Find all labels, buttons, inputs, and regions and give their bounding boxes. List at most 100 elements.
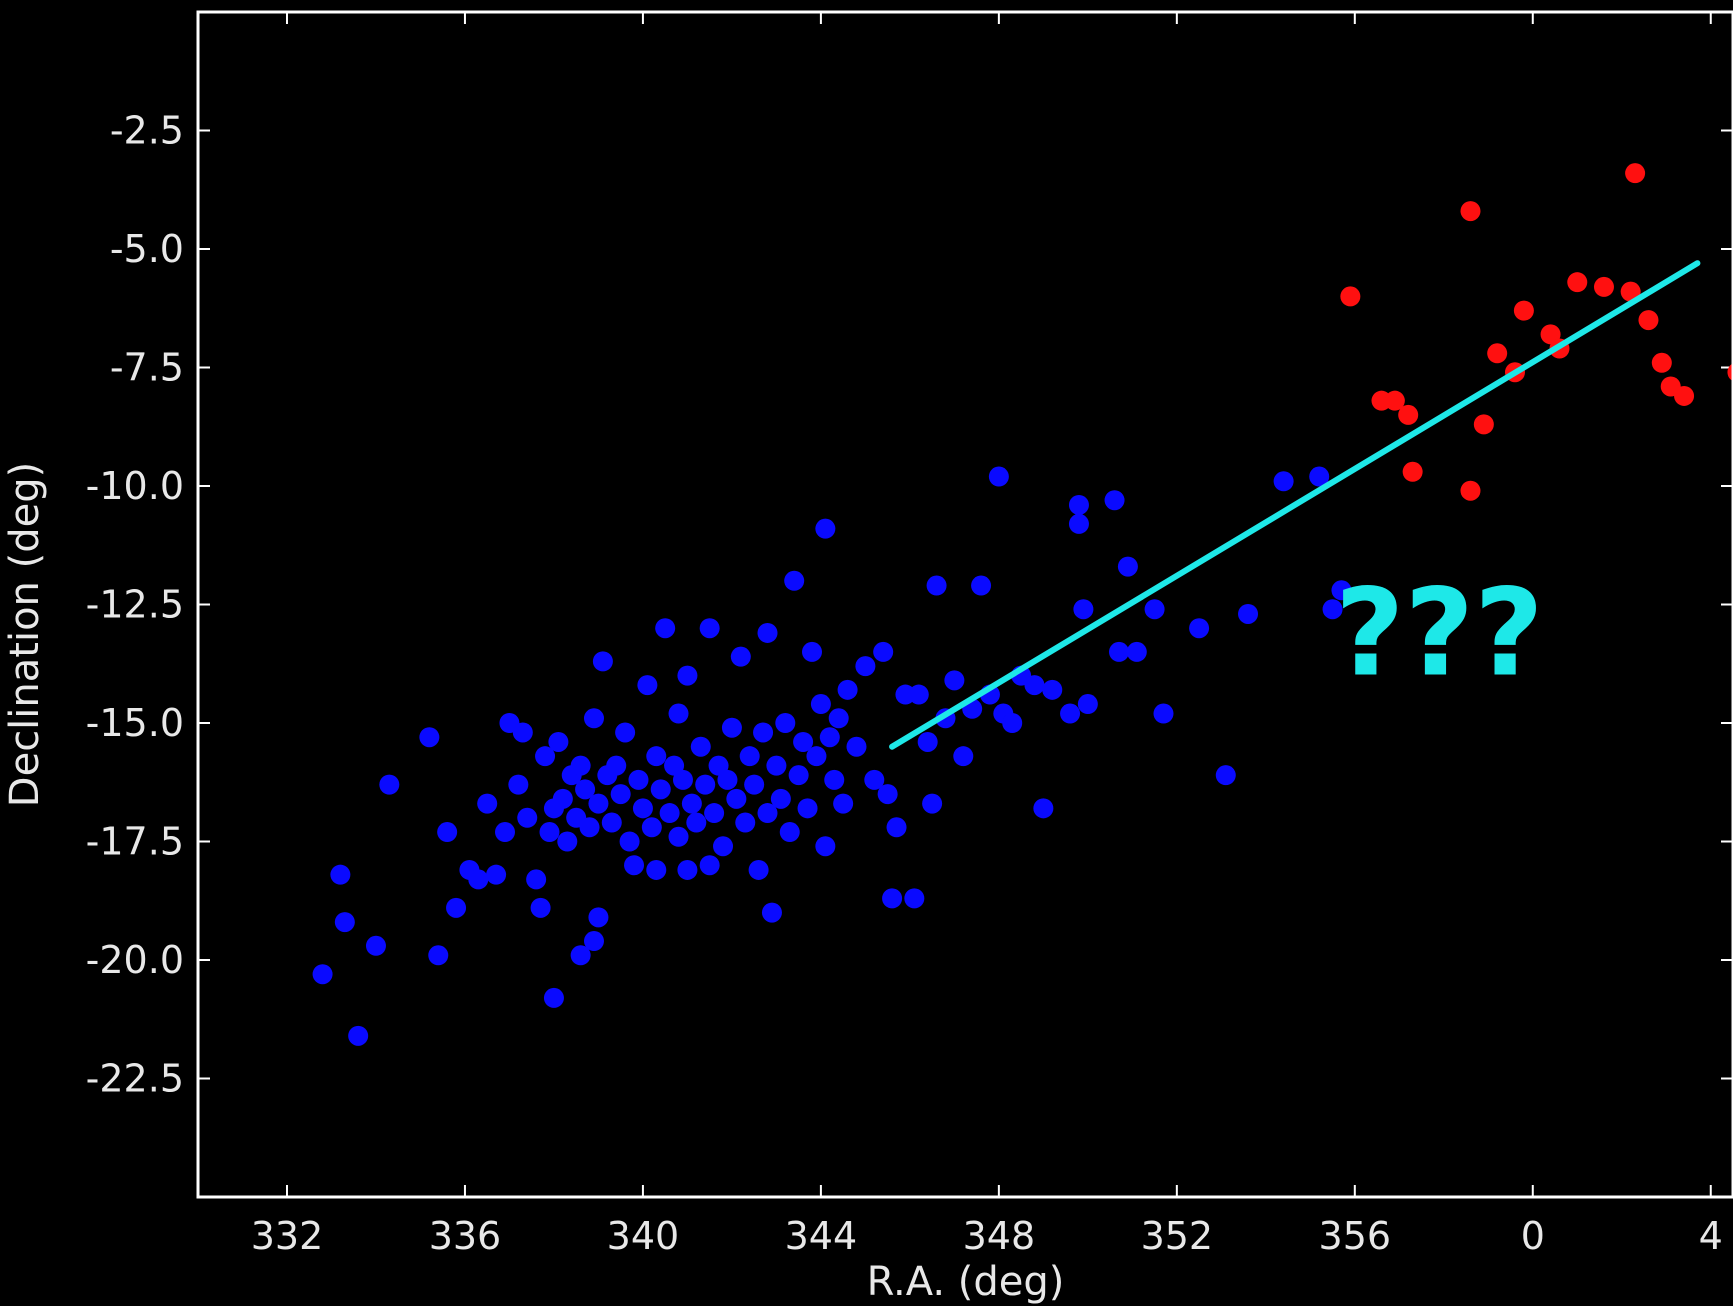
blue-point	[1126, 641, 1147, 662]
blue-point	[944, 670, 965, 691]
y-tick-label: -12.5	[86, 583, 184, 627]
red-point	[1540, 324, 1561, 345]
red-point	[1567, 272, 1588, 293]
blue-point	[1060, 703, 1081, 724]
blue-point	[543, 987, 564, 1008]
blue-point	[806, 746, 827, 767]
blue-point	[686, 812, 707, 833]
blue-point	[535, 746, 556, 767]
blue-point	[579, 817, 600, 838]
blue-point	[606, 755, 627, 776]
blue-point	[668, 703, 689, 724]
blue-point	[926, 575, 947, 596]
tick-labels: 332 336 340 344 348 352 356 0 4 -2.5 -5.0 -7.5 -10.0…	[86, 109, 1723, 1259]
blue-point	[1104, 490, 1125, 511]
blue-point	[1331, 580, 1352, 601]
blue-point	[641, 817, 662, 838]
red-point	[1384, 390, 1405, 411]
blue-point	[650, 779, 671, 800]
x-tick-label: 4	[1699, 1214, 1723, 1258]
blue-point	[601, 812, 622, 833]
fit-line-group	[889, 260, 1701, 750]
blue-point	[708, 755, 729, 776]
red-point	[1593, 276, 1614, 297]
y-tick-label: -10.0	[86, 464, 184, 508]
fit-line	[889, 260, 1701, 750]
blue-point	[1309, 466, 1330, 487]
blue-point	[828, 708, 849, 729]
blue-point	[379, 774, 400, 795]
blue-point	[779, 822, 800, 843]
blue-point	[819, 727, 840, 748]
blue-point	[770, 788, 791, 809]
blue-point	[659, 803, 680, 824]
red-point	[1340, 286, 1361, 307]
blue-point	[717, 769, 738, 790]
blue-point	[512, 722, 533, 743]
blue-point	[1068, 494, 1089, 515]
blue-point	[334, 912, 355, 933]
blue-point	[588, 793, 609, 814]
blue-point	[552, 788, 573, 809]
blue-point	[610, 784, 631, 805]
blue-point	[1144, 599, 1165, 620]
ticks	[198, 12, 1733, 1197]
blue-point	[1077, 694, 1098, 715]
plot-frame	[196, 10, 1733, 1199]
x-axis-label: R.A. (deg)	[867, 1259, 1065, 1305]
blue-point	[1042, 679, 1063, 700]
blue-point	[784, 570, 805, 591]
blue-point	[628, 769, 649, 790]
red-point	[1674, 385, 1695, 406]
blue-point	[953, 746, 974, 767]
blue-point	[757, 622, 778, 643]
blue-point	[833, 793, 854, 814]
blue-point	[312, 964, 333, 985]
blue-point	[815, 836, 836, 857]
red-point	[1620, 281, 1641, 302]
blue-point	[837, 679, 858, 700]
blue-point	[677, 665, 698, 686]
x-tick-label: 356	[1319, 1214, 1392, 1258]
blue-point	[583, 931, 604, 952]
blue-point	[864, 769, 885, 790]
blue-point	[557, 831, 578, 852]
blue-point	[802, 641, 822, 662]
red-point	[1638, 310, 1659, 331]
y-tick-label: -15.0	[86, 701, 184, 745]
blue-point	[419, 727, 440, 748]
red-point	[1402, 461, 1423, 482]
x-tick-label: 0	[1521, 1214, 1545, 1258]
x-tick-label: 344	[785, 1214, 858, 1258]
blue-point	[744, 774, 765, 795]
x-tick-label: 340	[607, 1214, 680, 1258]
blue-point	[495, 822, 515, 843]
blue-point	[855, 656, 876, 677]
x-tick-label: 348	[963, 1214, 1036, 1258]
blue-point	[539, 822, 560, 843]
y-tick-label: -7.5	[110, 346, 184, 390]
blue-point	[486, 864, 507, 885]
red-point	[1513, 300, 1534, 321]
blue-point	[664, 755, 685, 776]
blue-point	[904, 888, 925, 909]
blue-point	[1322, 599, 1343, 620]
blue-point	[735, 812, 756, 833]
blue-point	[583, 708, 604, 729]
blue-point	[1033, 798, 1054, 819]
blue-point	[530, 897, 551, 918]
blue-point	[753, 722, 774, 743]
blue-point	[330, 864, 351, 885]
red-point	[1651, 352, 1672, 373]
blue-point	[761, 902, 782, 923]
blue-point	[632, 798, 653, 819]
blue-point	[704, 803, 725, 824]
blue-point	[446, 897, 467, 918]
blue-point	[1117, 556, 1138, 577]
x-tick-label: 352	[1141, 1214, 1214, 1258]
blue-point	[1068, 513, 1089, 534]
blue-point	[757, 803, 778, 824]
x-tick-label: 336	[429, 1214, 502, 1258]
blue-point	[739, 746, 760, 767]
